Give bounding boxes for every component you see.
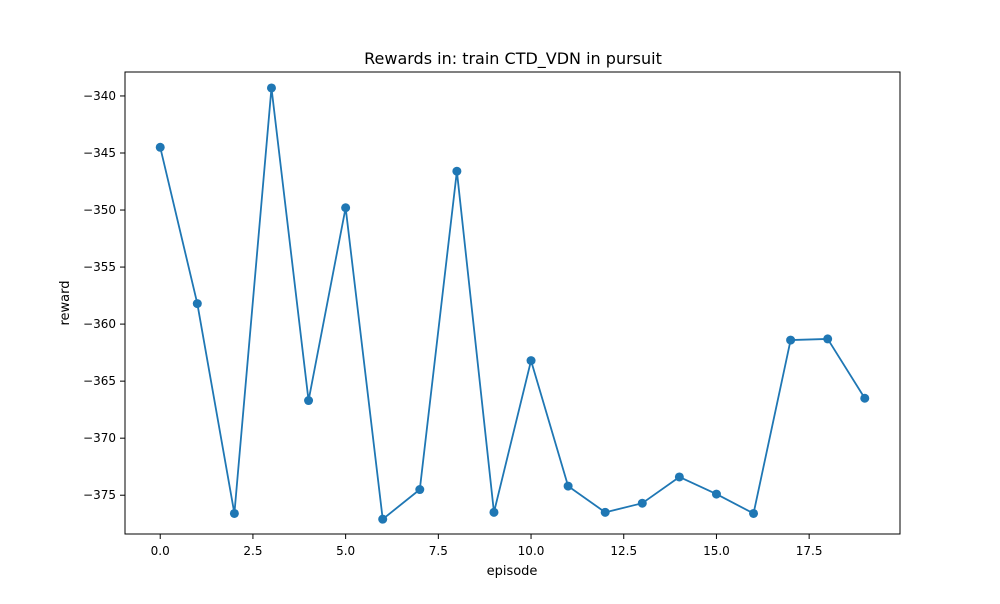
data-point xyxy=(155,142,165,152)
y-tick-label: −370 xyxy=(83,431,116,445)
data-point xyxy=(304,396,314,406)
y-tick-label: −360 xyxy=(83,317,116,331)
y-axis-label: reward xyxy=(58,280,73,325)
y-tick-label: −375 xyxy=(83,488,116,502)
data-point xyxy=(341,203,351,213)
x-tick-label: 0.0 xyxy=(151,544,170,558)
data-point xyxy=(563,481,573,491)
data-point xyxy=(192,299,202,309)
data-point xyxy=(415,485,425,495)
x-tick-label: 10.0 xyxy=(518,544,545,558)
chart-title: Rewards in: train CTD_VDN in pursuit xyxy=(364,49,662,69)
x-tick-label: 12.5 xyxy=(610,544,637,558)
x-tick-label: 7.5 xyxy=(429,544,448,558)
y-tick-label: −355 xyxy=(83,260,116,274)
data-point xyxy=(860,393,870,403)
x-tick-label: 17.5 xyxy=(796,544,823,558)
data-point xyxy=(637,498,647,508)
x-tick-label: 2.5 xyxy=(243,544,262,558)
data-point xyxy=(600,507,610,517)
data-point xyxy=(229,508,239,518)
plot-frame xyxy=(124,71,901,535)
series-line xyxy=(159,87,866,521)
x-tick-label: 5.0 xyxy=(336,544,355,558)
y-tick-label: −365 xyxy=(83,374,116,388)
data-point xyxy=(526,356,536,366)
y-axis-ticks: −375 −370 −365 −360 −355 −350 −345 −340 xyxy=(83,89,125,502)
x-tick-label: 15.0 xyxy=(703,544,730,558)
x-axis-ticks: 0.0 2.5 5.0 7.5 10.0 12.5 15.0 17.5 xyxy=(151,534,823,558)
y-tick-label: −340 xyxy=(83,89,116,103)
data-point xyxy=(823,334,833,344)
data-point xyxy=(711,489,721,499)
y-tick-label: −345 xyxy=(83,146,116,160)
x-axis-label: episode xyxy=(487,564,538,579)
data-point xyxy=(489,507,499,517)
data-point xyxy=(452,166,462,176)
y-tick-label: −350 xyxy=(83,203,116,217)
data-point xyxy=(786,335,796,345)
data-point xyxy=(674,472,684,482)
data-point xyxy=(378,514,388,524)
series-layer xyxy=(155,83,870,524)
data-point xyxy=(266,83,276,93)
data-point xyxy=(749,508,759,518)
